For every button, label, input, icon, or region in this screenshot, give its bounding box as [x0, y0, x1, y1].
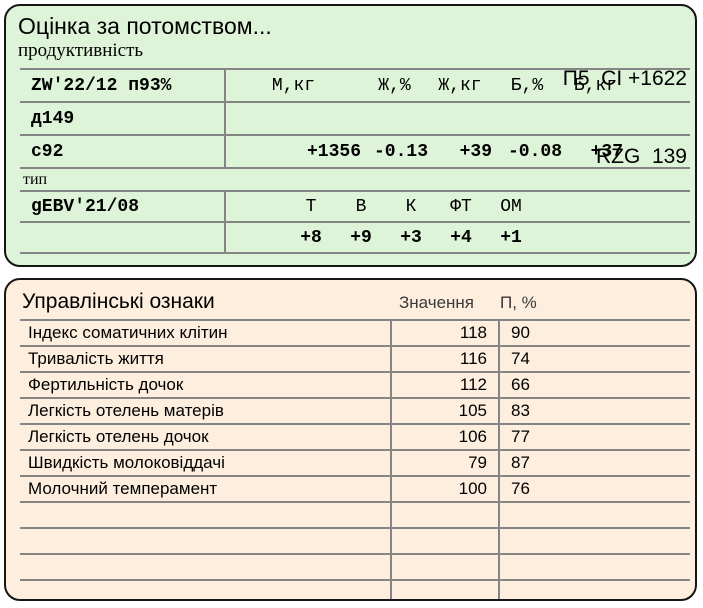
gebv-run-label: gEBV'21/08: [20, 192, 226, 221]
trait-row-daughter-calving-ease: Легкість отелень дочок 106 77: [20, 425, 690, 451]
section-label-productivity: продуктивність: [18, 40, 144, 61]
management-header: Управлінські ознаки Значення П, %: [6, 280, 695, 319]
trait-row-milking-temperament: Молочний темперамент 100 76: [20, 477, 690, 503]
empty-trait-row: [20, 555, 690, 581]
trait-value: 116: [392, 347, 500, 371]
daughters-row: д149: [20, 103, 690, 136]
herds-row: с92 +1356 -0.13 +39 -0.08 +37: [20, 136, 690, 169]
type-column-headers: Т В К ФТ ОМ: [226, 192, 690, 221]
trait-label: Тривалість життя: [20, 347, 392, 371]
trait-row-daughter-fertility: Фертильність дочок 112 66: [20, 373, 690, 399]
empty-trait-row: [20, 503, 690, 529]
trait-reliability: 83: [511, 401, 530, 420]
trait-row-milking-speed: Швидкість молоковіддачі 79 87: [20, 451, 690, 477]
badge-line-ci: П5 CI +1622: [562, 67, 687, 90]
evaluation-panel: Оцінка за потомством... продуктивність П…: [4, 4, 697, 267]
badge-line-rzg: RZG 139: [595, 145, 687, 168]
production-values: +1356 -0.13 +39 -0.08 +37: [226, 136, 690, 167]
management-table: Індекс соматичних клітин 118 90 Триваліс…: [20, 319, 690, 599]
production-column-headers: М,кг Ж,% Ж,кг Б,% Б,кг: [226, 70, 690, 101]
value-fat-pct: -0.13: [373, 141, 428, 162]
value-milk-kg: +1356: [306, 141, 361, 162]
empty-trait-row: [20, 529, 690, 555]
evaluation-header-left: Оцінка за потомством... продуктивність: [18, 13, 272, 68]
type-values-empty-label: [20, 223, 226, 252]
type-values: +8 +9 +3 +4 +1: [226, 223, 690, 252]
trait-reliability: 87: [511, 453, 530, 472]
production-table: ZW'22/12 п93% М,кг Ж,% Ж,кг Б,% Б,кг д14…: [20, 68, 690, 254]
value-protein-kg: +37: [590, 141, 623, 162]
value-fat-kg: +39: [459, 141, 492, 162]
trait-value: 79: [392, 451, 500, 475]
daughters-row-empty-cell: [226, 103, 690, 134]
trait-value: 118: [392, 321, 500, 345]
daughters-count-label: д149: [20, 103, 226, 134]
trait-label: Легкість отелень дочок: [20, 425, 392, 449]
value-type-t: +8: [300, 227, 322, 248]
trait-row-maternal-calving-ease: Легкість отелень матерів 105 83: [20, 399, 690, 425]
col-header-fat-pct: Ж,%: [378, 75, 411, 96]
col-header-type-om: ОМ: [500, 196, 522, 217]
trait-reliability: 76: [511, 479, 530, 498]
value-type-v: +9: [350, 227, 372, 248]
section-label-type: тип: [20, 169, 690, 192]
trait-reliability: 74: [511, 349, 530, 368]
col-header-milk-kg: М,кг: [271, 75, 316, 96]
type-header-row: gEBV'21/08 Т В К ФТ ОМ: [20, 192, 690, 223]
panel-title: Оцінка за потомством...: [18, 13, 272, 39]
trait-row-longevity: Тривалість життя 116 74: [20, 347, 690, 373]
value-type-ft: +4: [450, 227, 472, 248]
value-protein-pct: -0.08: [507, 141, 562, 162]
trait-label: Молочний темперамент: [20, 477, 392, 501]
col-header-protein-pct: Б,%: [510, 75, 544, 96]
col-header-type-t: Т: [305, 196, 317, 217]
index-badge: П5 CI +1622 RZG 139: [563, 13, 687, 168]
trait-row-somatic-cell-index: Індекс соматичних клітин 118 90: [20, 321, 690, 347]
col-header-fat-kg: Ж,кг: [438, 75, 482, 96]
col-header-protein-kg: Б,кг: [573, 75, 618, 96]
col-header-reliability: П, %: [500, 293, 537, 312]
value-type-om: +1: [500, 227, 522, 248]
trait-label: Легкість отелень матерів: [20, 399, 392, 423]
trait-value: 106: [392, 425, 500, 449]
trait-value: 105: [392, 399, 500, 423]
trait-value: 112: [392, 373, 500, 397]
col-header-value: Значення: [398, 293, 474, 312]
management-panel: Управлінські ознаки Значення П, % Індекс…: [4, 278, 697, 601]
trait-reliability: 77: [511, 427, 530, 446]
evaluation-header: Оцінка за потомством... продуктивність П…: [6, 6, 695, 168]
trait-label: Швидкість молоковіддачі: [20, 451, 392, 475]
trait-label: Фертильність дочок: [20, 373, 392, 397]
trait-reliability: 90: [511, 323, 530, 342]
herds-count-label: с92: [20, 136, 226, 167]
management-title: Управлінські ознаки: [22, 290, 215, 313]
trait-value: 100: [392, 477, 500, 501]
evaluation-run-label: ZW'22/12 п93%: [20, 70, 226, 101]
col-header-type-k: К: [405, 196, 417, 217]
production-header-row: ZW'22/12 п93% М,кг Ж,% Ж,кг Б,% Б,кг: [20, 70, 690, 103]
col-header-type-ft: ФТ: [450, 196, 472, 217]
col-header-type-v: В: [355, 196, 367, 217]
trait-reliability: 66: [511, 375, 530, 394]
empty-trait-row: [20, 581, 690, 599]
trait-label: Індекс соматичних клітин: [20, 321, 392, 345]
value-type-k: +3: [400, 227, 422, 248]
type-values-row: +8 +9 +3 +4 +1: [20, 223, 690, 254]
